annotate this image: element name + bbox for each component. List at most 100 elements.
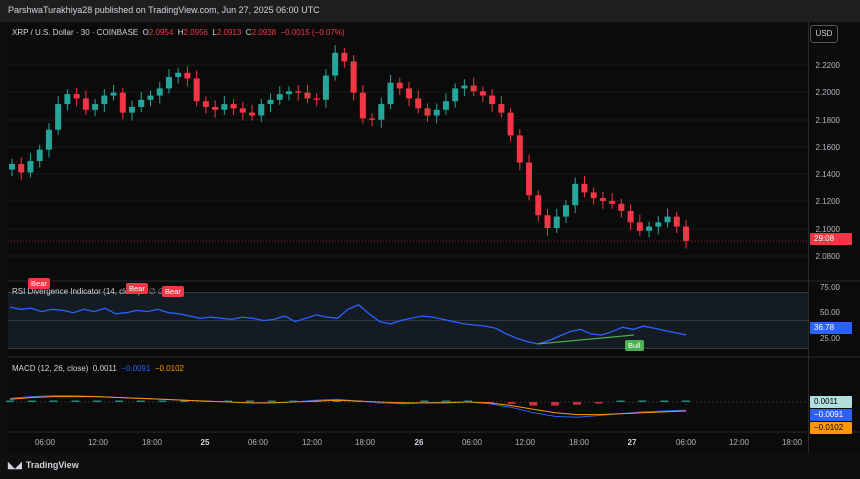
candle-body	[590, 192, 597, 199]
candle-body	[147, 95, 154, 100]
bear-signal-label: Bear	[162, 286, 184, 297]
macd-histogram-bar	[420, 400, 429, 402]
time-tick: 25	[200, 438, 210, 447]
candle-body	[45, 129, 52, 150]
time-tick: 12:00	[301, 438, 323, 447]
macd-histogram-bar	[507, 402, 516, 404]
candle-body	[73, 94, 80, 99]
candle-body	[424, 108, 431, 116]
candle-body	[470, 85, 477, 92]
high-value: 2.0956	[183, 28, 208, 37]
time-tick: 06:00	[461, 438, 483, 447]
open-label: O	[142, 28, 149, 37]
bear-signal-label: Bear	[126, 283, 148, 294]
candle-body	[378, 104, 385, 120]
change-value: −0.0015 (−0.07%)	[280, 28, 345, 37]
candle-body	[304, 92, 311, 99]
candle-body	[27, 161, 34, 173]
open-value: 2.0954	[148, 28, 174, 37]
macd-histogram-bar	[267, 400, 276, 402]
price-tick: 2.1600	[815, 143, 840, 152]
price-tick: 2.0800	[815, 252, 840, 261]
candle-body	[165, 77, 172, 89]
candle-body	[526, 162, 533, 196]
macd-histogram-bar	[594, 402, 603, 404]
macd-histogram-bar	[463, 400, 472, 402]
candle-body	[92, 104, 99, 110]
publish-info: ParshwaTurakhiya28 published on TradingV…	[8, 5, 320, 15]
price-tick: 2.1200	[815, 197, 840, 206]
candle-body	[507, 112, 514, 136]
bull-divergence-line	[537, 334, 635, 345]
candle-body	[230, 104, 237, 109]
macd-line	[9, 395, 687, 418]
time-tick: 27	[627, 438, 637, 447]
tradingview-brand[interactable]: ◣◢ TradingView	[8, 460, 79, 471]
candle-body	[599, 198, 606, 201]
macd-histogram-bar	[27, 400, 36, 402]
macd-signal-tag: −0.0102	[810, 422, 852, 434]
macd-signal-value: −0.0102	[154, 364, 184, 373]
rsi-title: RSI Divergence Indicator (14, close)	[12, 287, 141, 296]
macd-histogram-bar	[572, 402, 581, 405]
time-tick: 12:00	[514, 438, 536, 447]
time-tick: 26	[414, 438, 424, 447]
macd-signal-line	[9, 396, 687, 416]
macd-title: MACD (12, 26, close)	[12, 364, 89, 373]
candle-body	[138, 99, 145, 107]
candle-body	[221, 104, 228, 110]
candle-body	[285, 91, 292, 95]
candle-body	[193, 78, 200, 102]
publish-bar: ParshwaTurakhiya28 published on TradingV…	[0, 0, 860, 22]
candle-body	[452, 88, 459, 102]
macd-histogram-bar	[49, 400, 58, 402]
macd-histogram-bar	[245, 400, 254, 402]
macd-histogram-bar	[616, 400, 625, 402]
candle-body	[581, 183, 588, 193]
macd-histogram-bar	[551, 402, 560, 406]
candle-body	[359, 92, 366, 119]
candle-body	[119, 92, 126, 113]
candle-body	[609, 200, 616, 204]
candle-body	[82, 98, 89, 110]
rsi-tick: 25.00	[819, 334, 840, 343]
time-tick: 06:00	[34, 438, 56, 447]
candle-body	[341, 52, 348, 62]
macd-histogram-bar	[136, 400, 145, 402]
candle-body	[683, 226, 689, 241]
low-label: L	[212, 28, 217, 37]
candle-body	[544, 215, 551, 228]
candle-body	[129, 106, 136, 113]
price-tick: 2.2200	[815, 61, 840, 70]
candle-body	[258, 104, 265, 116]
price-tick: 2.1400	[815, 170, 840, 179]
macd-hist-tag: 0.0011	[810, 396, 852, 408]
candle-body	[433, 109, 440, 116]
candle-body	[636, 222, 643, 231]
candle-body	[202, 101, 209, 107]
candle-body	[396, 82, 403, 89]
tradingview-logo-icon: ◣◢	[8, 460, 22, 470]
candle-body	[673, 216, 680, 227]
candle-body	[36, 149, 43, 162]
candle-body	[322, 75, 329, 100]
candle-body	[627, 210, 634, 223]
brand-name: TradingView	[25, 460, 79, 470]
candle-body	[276, 94, 283, 100]
price-tick: 2.1000	[815, 225, 840, 234]
candle-body	[516, 135, 523, 163]
macd-histogram-bar	[158, 400, 167, 402]
candle-body	[489, 95, 496, 105]
candle-body	[249, 112, 256, 116]
time-tick: 18:00	[781, 438, 803, 447]
candle-body	[184, 72, 191, 79]
time-tick: 18:00	[141, 438, 163, 447]
time-tick: 18:00	[568, 438, 590, 447]
candle-body	[387, 82, 394, 105]
candle-body	[295, 91, 302, 93]
currency-button[interactable]: USD	[810, 25, 838, 43]
macd-histogram-bar	[529, 402, 538, 406]
candle-body	[332, 52, 339, 76]
candle-body	[239, 108, 246, 113]
